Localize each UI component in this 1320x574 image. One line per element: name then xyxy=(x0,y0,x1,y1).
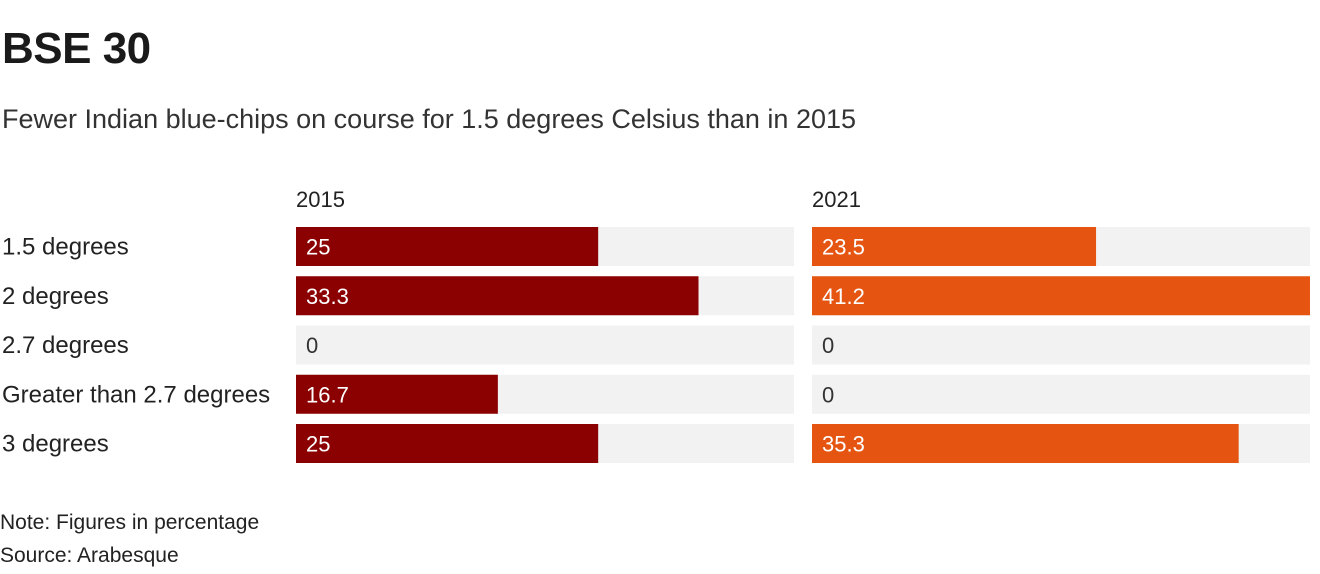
data-label-2021-2-degrees: 41.2 xyxy=(822,284,865,309)
panel-header-2021: 2021 xyxy=(812,187,861,212)
category-label-3-degrees: 3 degrees xyxy=(2,431,109,458)
data-label-2015-greater-than-2-7-degrees: 16.7 xyxy=(306,382,349,407)
bar-2015-3-degrees xyxy=(296,424,599,463)
data-label-2021-greater-than-2-7-degrees: 0 xyxy=(822,382,834,407)
bar-2021-1-5-degrees xyxy=(812,227,1097,266)
category-label-2-7-degrees: 2.7 degrees xyxy=(2,332,129,359)
data-label-2021-2-7-degrees: 0 xyxy=(822,333,834,358)
bar-2015-2-degrees xyxy=(296,276,699,316)
data-label-2021-3-degrees: 35.3 xyxy=(822,432,865,457)
data-label-2015-3-degrees: 25 xyxy=(306,432,330,457)
chart-footer: Note: Figures in percentage Source: Arab… xyxy=(0,506,259,572)
bar-track-2015-2-7-degrees xyxy=(296,325,794,365)
data-label-2021-1-5-degrees: 23.5 xyxy=(822,235,865,260)
chart-note: Note: Figures in percentage xyxy=(0,511,260,534)
data-label-2015-2-7-degrees: 0 xyxy=(306,333,318,358)
chart-subtitle: Fewer Indian blue-chips on course for 1.… xyxy=(2,104,857,134)
bar-track-2021-greater-than-2-7-degrees xyxy=(812,374,1310,414)
bar-2021-3-degrees xyxy=(812,424,1239,463)
bar-2015-1-5-degrees xyxy=(296,227,599,266)
bar-track-2021-2-7-degrees xyxy=(812,325,1310,365)
bar-2021-2-degrees xyxy=(812,276,1310,316)
data-label-2015-1-5-degrees: 25 xyxy=(306,235,330,260)
panel-header-2015: 2015 xyxy=(296,187,345,212)
category-label-2-degrees: 2 degrees xyxy=(2,283,109,310)
category-label-greater-than-2-7-degrees: Greater than 2.7 degrees xyxy=(2,381,270,408)
bar-chart: 1.5 degrees 2 degrees 2.7 degrees Greater t… xyxy=(2,187,1310,463)
chart-title: BSE 30 xyxy=(2,24,151,73)
chart-source: Source: Arabesque xyxy=(0,544,179,567)
data-label-2015-2-degrees: 33.3 xyxy=(306,284,349,309)
bar-2015-greater-than-2-7-degrees xyxy=(296,374,498,414)
category-label-1-5-degrees: 1.5 degrees xyxy=(2,234,129,261)
